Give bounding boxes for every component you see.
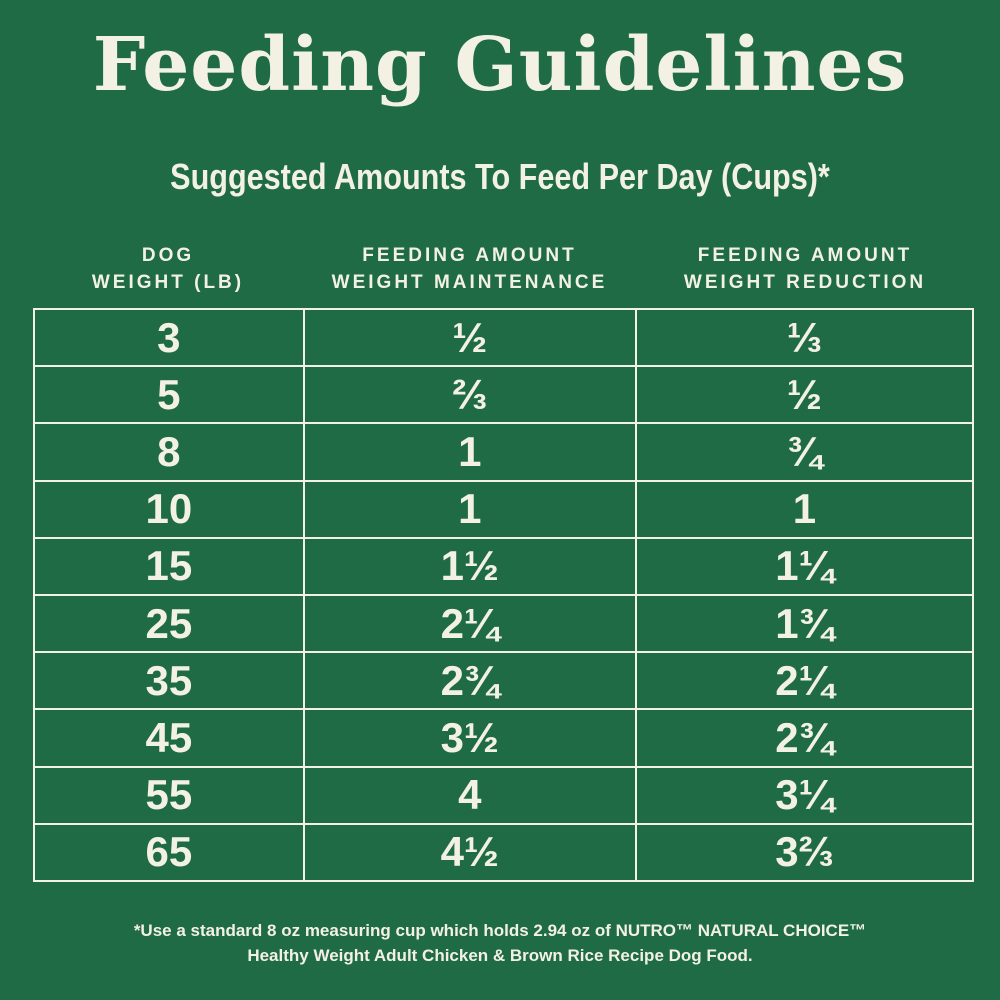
table-cell: 3¼ xyxy=(634,765,975,825)
table-row: 15 1½ 1¼ xyxy=(33,536,975,596)
table-cell: 3 xyxy=(33,307,305,368)
table-cell: 2¾ xyxy=(634,708,975,768)
table-cell: 2¾ xyxy=(302,651,637,711)
header-line: FEEDING AMOUNT xyxy=(697,245,913,266)
feeding-table: 3 ½ ⅓ 5 ⅔ ½ 8 1 ¾ 10 1 1 15 1½ 1¼ 25 2¼ 1¾ 35 2¾ 2¼ 45 3½ 2¾ 55 4… xyxy=(33,307,975,883)
table-cell: 1 xyxy=(302,479,637,539)
table-cell: 8 xyxy=(33,422,305,482)
table-cell: 55 xyxy=(33,765,305,825)
table-cell: ⅔ xyxy=(302,365,637,425)
table-cell: 3½ xyxy=(302,708,637,768)
table-cell: 1 xyxy=(634,479,975,539)
table-cell: 10 xyxy=(33,479,305,539)
column-header: FEEDING AMOUNT WEIGHT REDUCTION xyxy=(636,242,974,298)
subtitle: Suggested Amounts To Feed Per Day (Cups)… xyxy=(170,156,830,197)
table-row: 55 4 3¼ xyxy=(33,765,975,825)
table-cell: 4½ xyxy=(302,822,637,883)
table-cell: 1¾ xyxy=(634,593,975,654)
table-cell: 35 xyxy=(33,651,305,711)
footnote-line: Healthy Weight Adult Chicken & Brown Ric… xyxy=(247,946,753,965)
header-line: FEEDING AMOUNT xyxy=(362,245,577,266)
header-line: WEIGHT REDUCTION xyxy=(683,272,927,293)
table-row: 65 4½ 3⅔ xyxy=(33,822,975,883)
footnote-line: *Use a standard 8 oz measuring cup which… xyxy=(133,921,867,940)
column-headers: DOG WEIGHT (LB) FEEDING AMOUNT WEIGHT MAINT… xyxy=(33,242,974,298)
table-cell: 1 xyxy=(302,422,637,482)
column-header: FEEDING AMOUNT WEIGHT MAINTENANCE xyxy=(303,242,636,298)
table-row: 45 3½ 2¾ xyxy=(33,708,975,768)
table-cell: 25 xyxy=(33,593,305,654)
title: Feeding Guidelines xyxy=(92,22,908,108)
table-cell: 1½ xyxy=(302,536,637,596)
footnote: *Use a standard 8 oz measuring cup which… xyxy=(0,918,1000,968)
table-row: 10 1 1 xyxy=(33,479,975,539)
table-cell: 15 xyxy=(33,536,305,596)
table-row: 35 2¾ 2¼ xyxy=(33,651,975,711)
table-cell: ½ xyxy=(634,365,975,425)
table-cell: 3⅔ xyxy=(634,822,975,883)
table-cell: ¾ xyxy=(634,422,975,482)
header-line: DOG xyxy=(141,245,195,266)
table-cell: ½ xyxy=(302,307,637,368)
table-cell: ⅓ xyxy=(634,307,975,368)
table-cell: 2¼ xyxy=(634,651,975,711)
table-cell: 65 xyxy=(33,822,305,883)
column-header: DOG WEIGHT (LB) xyxy=(33,242,303,298)
table-cell: 45 xyxy=(33,708,305,768)
header-line: WEIGHT (LB) xyxy=(91,272,245,293)
table-cell: 2¼ xyxy=(302,593,637,654)
table-cell: 4 xyxy=(302,765,637,825)
table-cell: 1¼ xyxy=(634,536,975,596)
table-cell: 5 xyxy=(33,365,305,425)
table-row: 25 2¼ 1¾ xyxy=(33,593,975,654)
header-line: WEIGHT MAINTENANCE xyxy=(331,272,608,293)
